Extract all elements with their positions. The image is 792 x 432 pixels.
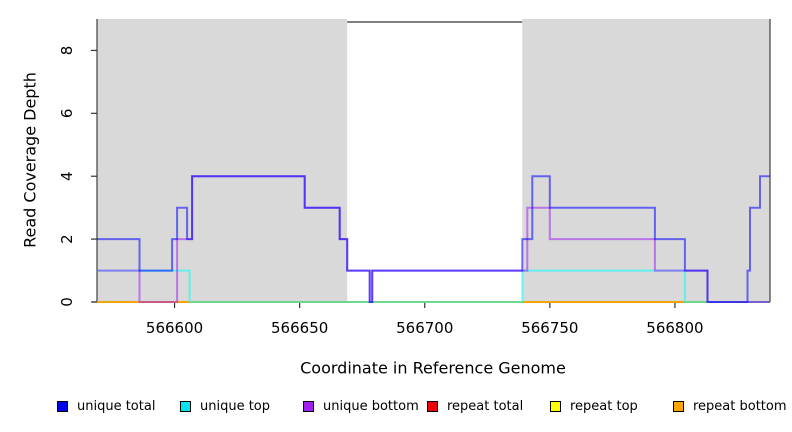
legend-item-unique-total: unique total — [57, 398, 155, 414]
unique-top-swatch-icon — [180, 400, 191, 412]
x-axis-title: Coordinate in Reference Genome — [300, 358, 566, 378]
legend-label: repeat total — [447, 398, 524, 414]
x-tick-label: 566600 — [146, 319, 203, 337]
legend-label: unique top — [200, 398, 271, 414]
legend: unique total unique top unique bottom re… — [0, 398, 792, 418]
series-line-unique-top — [97, 269, 770, 303]
legend-item-repeat-total: repeat total — [427, 398, 523, 414]
y-tick-label: 0 — [58, 297, 76, 307]
left-shaded-region — [97, 19, 348, 302]
legend-label: unique total — [77, 398, 156, 414]
x-tick-label: 566650 — [271, 319, 328, 337]
x-tick-label: 566700 — [396, 319, 453, 337]
legend-item-unique-top: unique top — [180, 398, 270, 414]
unique-total-swatch-icon — [57, 400, 68, 412]
x-tick-label: 566750 — [521, 319, 578, 337]
repeat-top-swatch-icon — [550, 400, 561, 412]
y-tick-label: 8 — [58, 46, 76, 56]
y-tick-label: 6 — [58, 109, 76, 119]
y-axis-title: Read Coverage Depth — [20, 72, 40, 248]
y-tick-label: 4 — [58, 171, 76, 181]
unique-bottom-swatch-icon — [303, 400, 314, 412]
y-tick-label: 2 — [58, 234, 76, 244]
legend-item-unique-bottom: unique bottom — [303, 398, 419, 414]
legend-item-repeat-bottom: repeat bottom — [673, 398, 787, 414]
repeat-bottom-swatch-icon — [673, 400, 684, 412]
series-line-unique-total — [97, 175, 770, 303]
repeat-total-swatch-icon — [427, 400, 438, 412]
legend-label: repeat top — [570, 398, 638, 414]
legend-item-repeat-top: repeat top — [550, 398, 638, 414]
legend-label: repeat bottom — [693, 398, 787, 414]
legend-label: unique bottom — [323, 398, 419, 414]
x-tick-label: 566800 — [646, 319, 703, 337]
right-shaded-region — [522, 19, 770, 302]
